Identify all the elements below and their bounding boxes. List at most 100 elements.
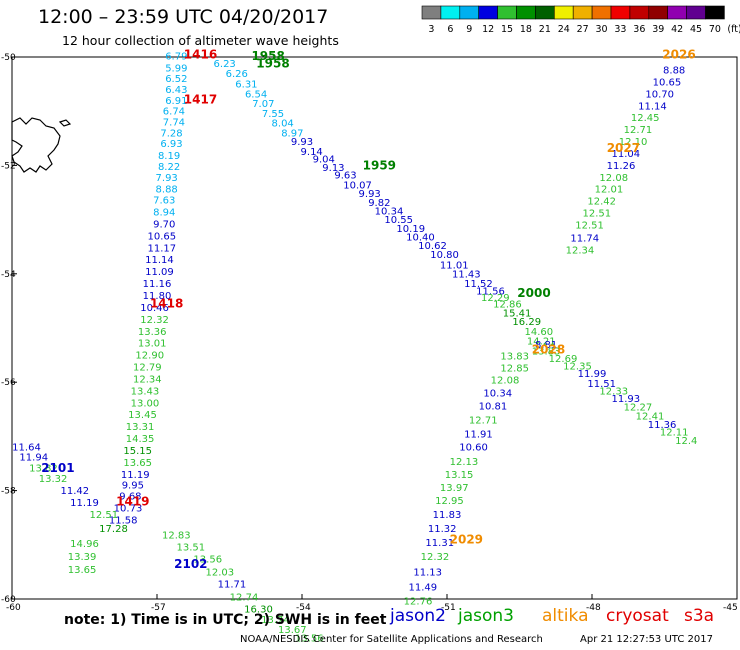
wave-height-value: 12.08 [491,376,520,387]
lon-tick-label: -57 [151,603,166,613]
wave-height-value: 16.30 [244,604,273,615]
wave-height-value: 15.15 [123,446,152,457]
page-subtitle: 12 hour collection of altimeter wave hei… [62,33,339,48]
wave-height-value: 10.34 [483,389,512,400]
wave-height-value: 7.63 [153,196,175,207]
wave-height-value: 8.94 [153,208,175,219]
wave-height-value: 9.93 [359,189,381,200]
wave-height-value: 12.74 [230,592,259,603]
pass-label: 1418 [150,297,183,311]
wave-height-value: 10.62 [418,241,447,252]
wave-height-value: 12.45 [631,113,660,124]
legend-label: 21 [539,24,551,35]
wave-height-value: 13.74 [261,615,290,626]
legend-swatch [516,5,536,20]
wave-height-value: 11.74 [570,234,599,245]
wave-height-value: 12.79 [133,363,162,374]
legend-label: 39 [652,24,664,35]
wave-height-value: 16.29 [512,317,541,328]
wave-height-value: 11.91 [464,430,493,441]
footer-note: note: 1) Time is in UTC; 2) SWH is in fe… [64,612,387,628]
wave-height-value: 9.93 [291,137,313,148]
wave-height-value: 6.91 [165,96,187,107]
wave-height-value: 6.74 [163,107,185,118]
wave-height-value: 8.81 [535,340,557,351]
wave-height-value: 10.73 [114,503,143,514]
wave-height-value: 12.86 [493,300,522,311]
wave-height-value: 9.13 [322,163,344,174]
wave-height-value: 11.17 [148,243,177,254]
lon-tick-label: -54 [296,603,311,613]
wave-height-value: 13.31 [126,422,155,433]
wave-height-value: 11.43 [452,269,481,280]
lat-tick-label: -50 [1,53,16,63]
wave-height-value: 11.80 [143,291,172,302]
wave-height-value: 13.83 [500,352,529,363]
lon-tick-label: -60 [6,603,21,613]
wave-height-value: 11.64 [12,443,41,454]
wave-height-value: 12.76 [404,597,433,608]
pass-label: 1959 [363,158,396,172]
wave-height-value: 10.07 [343,180,372,191]
wave-height-value: 12.71 [469,416,498,427]
wave-height-value: 7.07 [252,99,274,110]
wave-height-value: 14.35 [126,434,155,445]
wave-height-value: 11.36 [648,420,677,431]
wave-height-value: 11.83 [433,510,462,521]
satellite-legend-item: altika [542,606,589,626]
pass-label: 1958 [251,49,284,63]
legend-swatch [478,5,498,20]
wave-height-value: 11.94 [19,452,48,463]
legend-label: 70 [709,24,721,35]
wave-height-value: 13.32 [39,474,68,485]
wave-height-value: 13.67 [278,625,307,636]
legend-swatch [421,5,442,20]
island-coastline [11,117,72,173]
pass-label: 1419 [116,494,149,508]
legend-swatch [497,5,517,20]
wave-height-value: 12.51 [575,221,604,232]
wave-height-value: 11.19 [70,498,99,509]
legend-swatch [553,5,574,20]
wave-height-value: 9.68 [119,492,141,503]
pass-label: 2101 [41,461,74,475]
wave-height-value: 11.71 [218,579,247,590]
map-frame [11,56,738,600]
wave-height-value: 12.95 [435,496,464,507]
wave-height-value: 9.82 [368,198,390,209]
wave-height-value: 6.93 [160,139,182,150]
wave-height-value: 9.95 [122,481,144,492]
satellite-legend-item: jason3 [458,606,514,626]
wave-height-value: 7.93 [156,173,178,184]
wave-height-value: 6.26 [226,69,248,80]
legend-swatch [572,5,593,20]
legend-label: 33 [614,24,626,35]
wave-height-value: 12.32 [421,552,450,563]
wave-height-value: 12.27 [624,403,653,414]
legend-label: 30 [596,24,608,35]
legend-unit: (ft) [727,24,740,35]
wave-height-value: 11.14 [638,101,667,112]
legend-label: 15 [501,24,513,35]
legend-swatch [648,5,668,20]
wave-height-value: 10.81 [479,402,508,413]
wave-height-value: 12.90 [135,351,164,362]
wave-height-value: 12.32 [140,315,169,326]
wave-height-value: 12.41 [636,411,665,422]
wave-height-value: 8.97 [281,128,303,139]
legend-swatch [591,5,612,20]
legend-label: 6 [447,24,453,35]
legend-swatch [440,5,461,20]
wave-height-value: 10.70 [645,89,674,100]
wave-height-value: 10.55 [384,215,413,226]
wave-height-value: 10.65 [653,77,682,88]
wave-height-value: 13.51 [177,542,206,553]
wave-height-value: 10.19 [396,224,425,235]
legend-label: 45 [690,24,702,35]
wave-height-value: 9.63 [334,171,356,182]
lon-tick-label: -51 [441,603,456,613]
wave-height-value: 12.69 [549,354,578,365]
wave-height-value: 11.52 [464,279,493,290]
pass-label: 2000 [517,286,550,300]
pass-label: 1958 [256,57,289,71]
